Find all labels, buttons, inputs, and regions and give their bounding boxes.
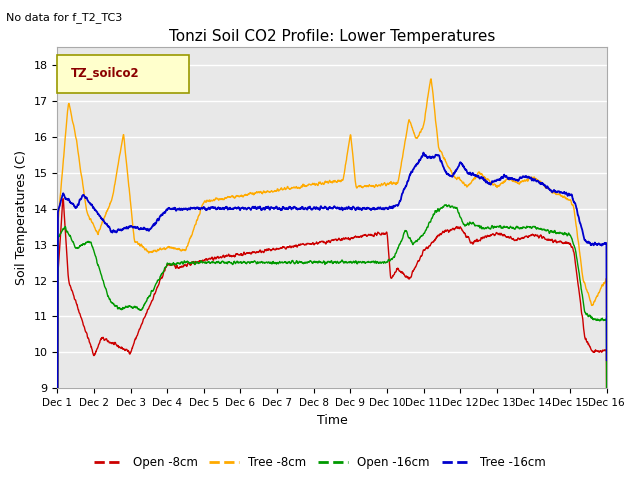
Text: TZ_soilco2: TZ_soilco2 (71, 67, 140, 80)
Legend: Open -8cm, Tree -8cm, Open -16cm, Tree -16cm: Open -8cm, Tree -8cm, Open -16cm, Tree -… (89, 452, 551, 474)
Text: No data for f_T2_TC3: No data for f_T2_TC3 (6, 12, 123, 23)
FancyBboxPatch shape (58, 56, 189, 93)
X-axis label: Time: Time (317, 414, 348, 427)
Title: Tonzi Soil CO2 Profile: Lower Temperatures: Tonzi Soil CO2 Profile: Lower Temperatur… (169, 29, 495, 44)
Y-axis label: Soil Temperatures (C): Soil Temperatures (C) (15, 150, 28, 285)
